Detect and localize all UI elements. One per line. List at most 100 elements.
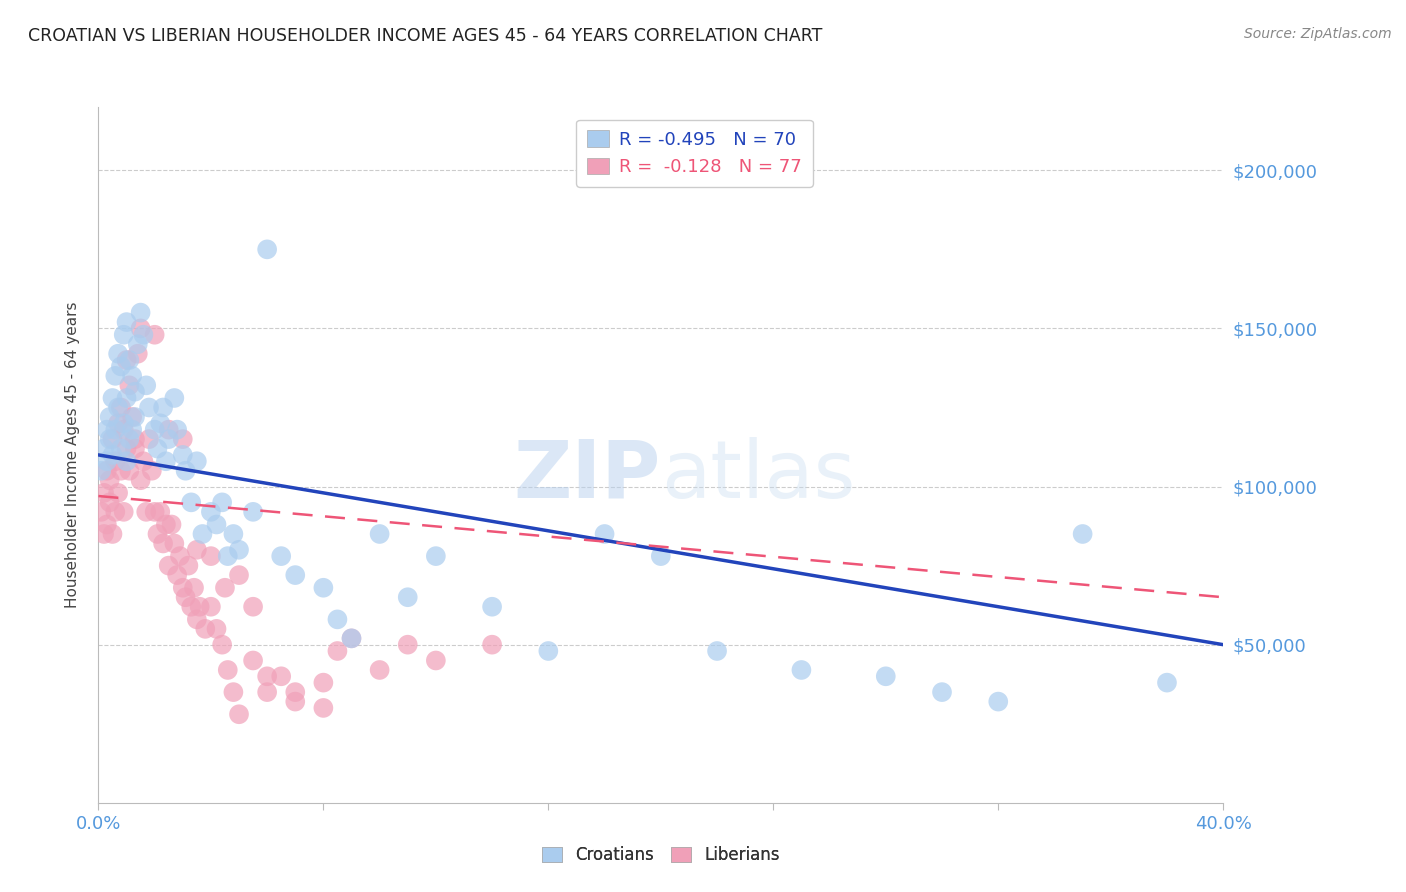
- Point: [174, 591, 197, 605]
- Point: [200, 505, 222, 519]
- Point: [790, 663, 813, 677]
- Point: [132, 454, 155, 468]
- Point: [146, 442, 169, 456]
- Point: [205, 517, 228, 532]
- Point: [340, 632, 363, 646]
- Point: [537, 644, 560, 658]
- Point: [284, 685, 307, 699]
- Point: [115, 353, 138, 368]
- Point: [284, 568, 307, 582]
- Point: [127, 337, 149, 351]
- Point: [107, 347, 129, 361]
- Point: [987, 695, 1010, 709]
- Point: [256, 685, 278, 699]
- Point: [98, 409, 121, 424]
- Point: [115, 442, 138, 456]
- Point: [242, 599, 264, 614]
- Point: [149, 417, 172, 431]
- Point: [110, 359, 132, 374]
- Point: [211, 638, 233, 652]
- Point: [104, 368, 127, 383]
- Point: [242, 653, 264, 667]
- Point: [166, 423, 188, 437]
- Point: [312, 701, 335, 715]
- Point: [396, 638, 419, 652]
- Point: [180, 495, 202, 509]
- Point: [104, 505, 127, 519]
- Point: [194, 622, 217, 636]
- Point: [425, 653, 447, 667]
- Point: [112, 505, 135, 519]
- Point: [214, 581, 236, 595]
- Point: [155, 454, 177, 468]
- Point: [186, 542, 208, 557]
- Point: [155, 517, 177, 532]
- Point: [129, 321, 152, 335]
- Point: [101, 527, 124, 541]
- Point: [875, 669, 897, 683]
- Point: [115, 454, 138, 468]
- Point: [152, 401, 174, 415]
- Point: [200, 549, 222, 563]
- Point: [172, 581, 194, 595]
- Point: [141, 464, 163, 478]
- Point: [191, 527, 214, 541]
- Point: [127, 347, 149, 361]
- Point: [1156, 675, 1178, 690]
- Point: [115, 315, 138, 329]
- Point: [326, 644, 349, 658]
- Point: [931, 685, 953, 699]
- Point: [166, 568, 188, 582]
- Point: [152, 536, 174, 550]
- Point: [98, 495, 121, 509]
- Point: [110, 401, 132, 415]
- Point: [107, 417, 129, 431]
- Point: [101, 432, 124, 446]
- Point: [107, 401, 129, 415]
- Point: [368, 527, 391, 541]
- Point: [481, 599, 503, 614]
- Point: [396, 591, 419, 605]
- Point: [135, 505, 157, 519]
- Point: [172, 432, 194, 446]
- Point: [112, 327, 135, 342]
- Point: [96, 517, 118, 532]
- Point: [124, 442, 146, 456]
- Point: [186, 612, 208, 626]
- Point: [118, 353, 141, 368]
- Point: [163, 391, 186, 405]
- Point: [101, 391, 124, 405]
- Point: [340, 632, 363, 646]
- Point: [135, 378, 157, 392]
- Point: [93, 527, 115, 541]
- Point: [146, 527, 169, 541]
- Point: [129, 305, 152, 319]
- Point: [101, 448, 124, 462]
- Point: [115, 391, 138, 405]
- Point: [107, 486, 129, 500]
- Point: [96, 454, 118, 468]
- Point: [425, 549, 447, 563]
- Point: [104, 454, 127, 468]
- Point: [177, 558, 200, 573]
- Point: [256, 669, 278, 683]
- Point: [118, 378, 141, 392]
- Point: [143, 505, 166, 519]
- Point: [228, 707, 250, 722]
- Text: CROATIAN VS LIBERIAN HOUSEHOLDER INCOME AGES 45 - 64 YEARS CORRELATION CHART: CROATIAN VS LIBERIAN HOUSEHOLDER INCOME …: [28, 27, 823, 45]
- Point: [132, 327, 155, 342]
- Point: [270, 549, 292, 563]
- Point: [124, 409, 146, 424]
- Point: [163, 536, 186, 550]
- Point: [188, 599, 211, 614]
- Point: [174, 464, 197, 478]
- Point: [93, 442, 115, 456]
- Point: [96, 464, 118, 478]
- Point: [180, 599, 202, 614]
- Point: [90, 505, 112, 519]
- Point: [242, 505, 264, 519]
- Point: [112, 417, 135, 431]
- Text: atlas: atlas: [661, 437, 855, 515]
- Text: Source: ZipAtlas.com: Source: ZipAtlas.com: [1244, 27, 1392, 41]
- Point: [256, 243, 278, 257]
